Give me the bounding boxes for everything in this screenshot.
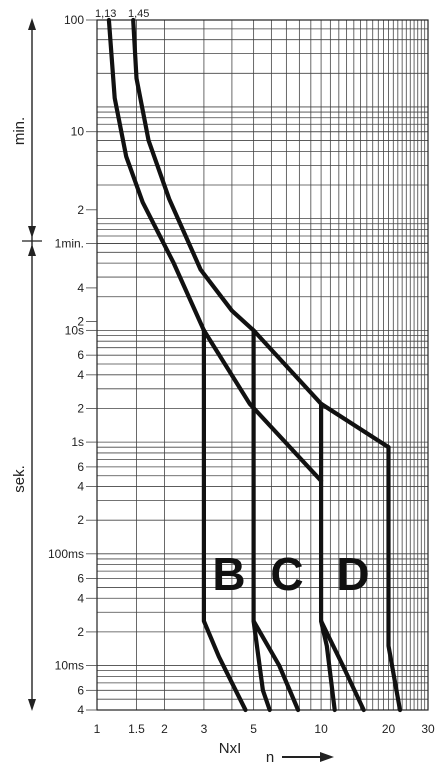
curve-label-b: B <box>212 548 245 600</box>
curve-label-d: D <box>336 548 369 600</box>
y-tick-label: 4 <box>77 591 84 605</box>
y-tick-label: 100ms <box>48 547 84 561</box>
top-label-1-13: 1,13 <box>95 8 116 20</box>
y-tick-label: 10 <box>71 125 85 139</box>
y-tick-label: 2 <box>77 513 84 527</box>
xlabel-n: n <box>266 749 274 765</box>
trip-curve-series-7 <box>386 445 403 713</box>
xlabel-nxi: NxI <box>219 740 242 757</box>
top-label-1-45: 1,45 <box>128 8 149 20</box>
y-tick-label: 10ms <box>55 659 84 673</box>
y-tick-label: 4 <box>77 480 84 494</box>
trip-curve-series-c <box>251 328 272 713</box>
y-tick-label: 2 <box>77 401 84 415</box>
ylabel-sek: sek. <box>11 465 28 493</box>
plot-frame <box>96 19 429 711</box>
arrow-down-icon <box>28 226 36 238</box>
x-tick-label: 5 <box>250 722 257 736</box>
y-tick-label: 4 <box>77 368 84 382</box>
trip-curve-series-4 <box>251 618 301 713</box>
y-tick-label: 2 <box>77 625 84 639</box>
x-tick-label: 20 <box>382 722 396 736</box>
y-tick-label: 100 <box>64 13 84 27</box>
x-tick-label: 1.5 <box>128 722 145 736</box>
y-tick-label: 2 <box>77 203 84 217</box>
trip-curve-series-6 <box>319 618 366 713</box>
left-time-axis: min. sek. <box>11 18 42 711</box>
x-tick-label: 1 <box>94 722 101 736</box>
y-tick-label: 6 <box>77 572 84 586</box>
x-tick-label: 10 <box>314 722 328 736</box>
arrow-down-icon <box>28 699 36 711</box>
y-tick-label: 6 <box>77 683 84 697</box>
y-tick-label: 10s <box>65 323 84 337</box>
x-tick-label: 3 <box>201 722 208 736</box>
x-tick-label: 30 <box>421 722 435 736</box>
arrow-up-icon <box>28 18 36 30</box>
x-tick-label: 2 <box>161 722 168 736</box>
ylabel-min: min. <box>11 117 28 145</box>
x-tick-labels: 1 1.5 2 3 5 10 20 30 <box>94 722 435 736</box>
y-tick-label: 4 <box>77 281 84 295</box>
curve-label-c: C <box>270 548 303 600</box>
y-tick-label: 6 <box>77 348 84 362</box>
y-tick-label: 2 <box>77 315 84 329</box>
y-tick-label: 1s <box>71 435 84 449</box>
arrow-up-icon <box>28 244 36 256</box>
y-tick-label: 6 <box>77 460 84 474</box>
trip-curve-series-1 <box>131 17 391 450</box>
y-tick-label: 4 <box>77 703 84 717</box>
vertical-grid <box>136 20 426 710</box>
arrow-right-icon <box>282 752 334 762</box>
trip-curve-series-b <box>201 328 248 713</box>
y-tick-label: 1min. <box>55 236 84 250</box>
trip-curve-series-0 <box>106 17 324 483</box>
trip-curve-series-d <box>319 401 337 713</box>
trip-curves <box>106 17 403 713</box>
